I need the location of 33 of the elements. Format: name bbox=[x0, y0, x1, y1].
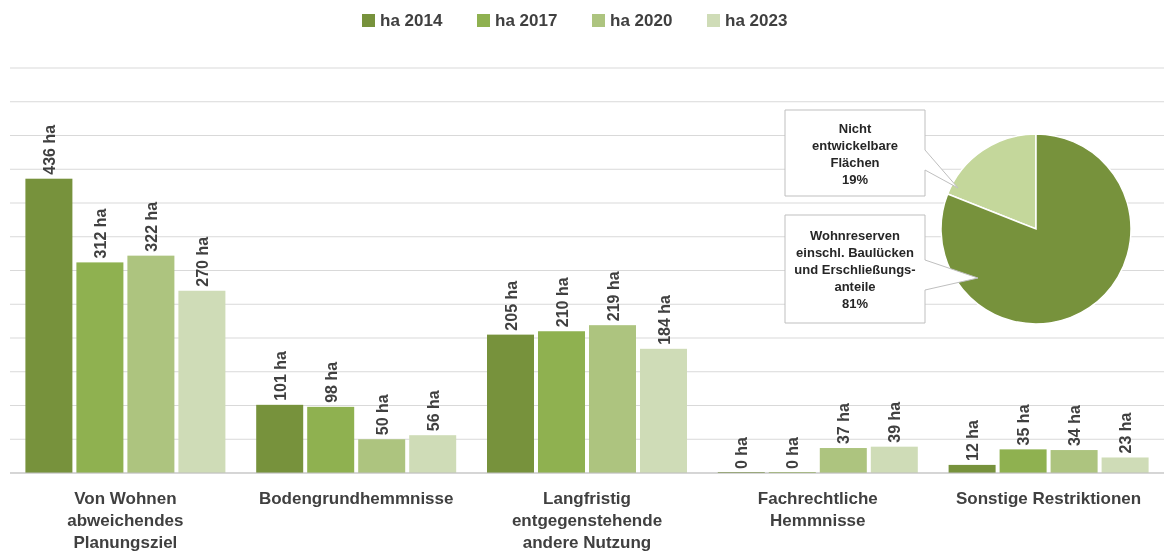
legend-label: ha 2017 bbox=[495, 11, 558, 30]
x-tick-label: Von Wohnen abweichendes Planungsziel bbox=[67, 489, 184, 552]
data-label: 184 ha bbox=[655, 294, 673, 345]
data-label: 205 ha bbox=[502, 280, 520, 331]
data-label: 50 ha bbox=[373, 394, 391, 436]
data-label: 101 ha bbox=[271, 350, 289, 401]
data-label: 37 ha bbox=[835, 403, 853, 445]
data-label: 312 ha bbox=[91, 208, 109, 259]
legend-label: ha 2014 bbox=[380, 11, 443, 30]
legend-label: ha 2023 bbox=[725, 11, 788, 30]
data-label: 56 ha bbox=[424, 390, 442, 432]
data-label: 39 ha bbox=[886, 401, 904, 443]
data-label: 270 ha bbox=[193, 236, 211, 287]
data-label: 210 ha bbox=[553, 277, 571, 328]
legend-label: ha 2020 bbox=[610, 11, 673, 30]
x-tick-label: Sonstige Restriktionen bbox=[956, 489, 1142, 508]
data-label: 23 ha bbox=[1117, 412, 1135, 454]
data-label: 0 ha bbox=[733, 436, 751, 469]
x-tick-label: Bodengrundhemmnisse bbox=[258, 489, 454, 508]
data-label: 34 ha bbox=[1066, 405, 1084, 447]
data-label: 0 ha bbox=[784, 436, 802, 469]
data-label: 98 ha bbox=[322, 361, 340, 403]
slice-label: Nicht entwickelbare Flächen bbox=[812, 120, 898, 170]
data-label: 322 ha bbox=[142, 201, 160, 252]
data-label: 81% bbox=[841, 296, 869, 311]
data-label: 436 ha bbox=[40, 124, 58, 175]
x-tick-label: Langfristig entgegenstehende andere Nutzung bbox=[511, 489, 663, 552]
slice-label: Wohnreserven einschl. Baulücken und Erschließungs- anteile bbox=[794, 228, 916, 294]
x-tick-label: Fachrechtliche Hemmnisse bbox=[757, 489, 878, 530]
data-label: 219 ha bbox=[604, 271, 622, 322]
data-label: 35 ha bbox=[1015, 404, 1033, 446]
data-label: 12 ha bbox=[964, 419, 982, 461]
data-label: 19% bbox=[841, 171, 869, 187]
